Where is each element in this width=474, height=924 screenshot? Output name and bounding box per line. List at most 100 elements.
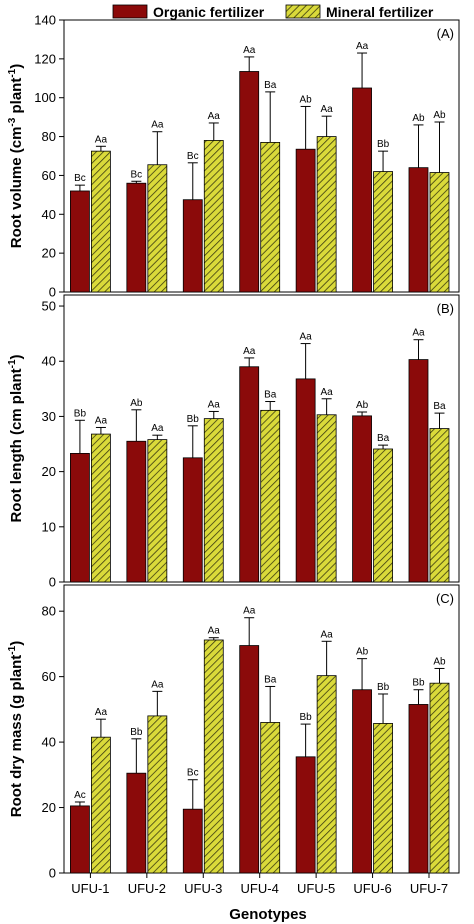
bar-mineral xyxy=(429,428,450,583)
x-tick-label: UFU-3 xyxy=(184,881,222,896)
bar-letter-label: Ab xyxy=(300,94,313,105)
bar-organic xyxy=(352,415,372,583)
y-tick-label: 0 xyxy=(49,575,56,590)
bar-letter-label: Bc xyxy=(74,173,86,184)
panel-a: 0 20 40 60 80 100 120 140 Bc Aa Bc Aa Bc Aa Aa Ba Ab Aa Aa… xyxy=(7,13,460,300)
bar-mineral xyxy=(316,414,337,583)
bar-mineral xyxy=(429,172,450,293)
y-tick-label: 10 xyxy=(42,519,56,534)
bar-organic xyxy=(239,366,260,583)
x-tick-label: UFU-2 xyxy=(128,881,166,896)
y-tick-label: 20 xyxy=(42,464,56,479)
legend-label-organic: Organic fertilizer xyxy=(153,4,265,20)
panel-tag: (C) xyxy=(436,591,454,606)
bar-mineral xyxy=(91,736,111,874)
y-tick-label: 140 xyxy=(34,13,56,28)
bar-mineral xyxy=(260,141,281,293)
bar-mineral xyxy=(429,682,450,874)
y-axis-label-part: Root volume (cm xyxy=(8,127,25,249)
bar-letter-label: Ab xyxy=(433,110,446,121)
bar-mineral xyxy=(260,722,281,874)
bar-mineral xyxy=(147,439,168,583)
bar-letter-label: Aa xyxy=(208,111,221,122)
bar-organic xyxy=(295,378,316,583)
bar-organic xyxy=(408,167,429,293)
bar-organic xyxy=(295,148,316,293)
bar-mineral xyxy=(203,140,224,293)
legend-swatch-mineral xyxy=(285,4,321,19)
y-tick-label: 20 xyxy=(42,800,56,815)
bar-organic xyxy=(408,359,429,583)
x-tick-label: UFU-4 xyxy=(241,881,279,896)
bar-letter-label: Bb xyxy=(377,139,390,150)
y-tick-label: 20 xyxy=(42,246,56,261)
bar-letter-label: Aa xyxy=(321,629,334,640)
panel-tag: (A) xyxy=(437,26,454,41)
y-axis-label-part: ) xyxy=(8,354,25,359)
bar-letter-label: Aa xyxy=(208,399,221,410)
y-tick-label: 0 xyxy=(49,285,56,300)
y-axis-label: Root volume (cm-3 plant-1) xyxy=(7,64,25,249)
bar-letter-label: Ab xyxy=(130,398,143,409)
bar-letter-label: Aa xyxy=(151,423,164,434)
y-tick-label: 40 xyxy=(42,354,56,369)
bar-letter-label: Ab xyxy=(356,400,369,411)
bar-organic xyxy=(408,704,429,874)
bar-mineral xyxy=(260,409,281,583)
bar-organic xyxy=(126,440,147,583)
bar-letter-label: Bb xyxy=(74,408,87,419)
y-axis-label-superscript: -1 xyxy=(7,68,18,77)
bar-organic xyxy=(70,453,90,583)
bar-letter-label: Aa xyxy=(151,120,164,131)
bar-letter-label: Ba xyxy=(264,80,277,91)
bar-mineral xyxy=(316,136,337,293)
bar-mineral xyxy=(203,639,224,874)
bar-letter-label: Ba xyxy=(264,390,277,401)
bar-organic xyxy=(239,71,260,293)
bar-letter-label: Aa xyxy=(151,679,164,690)
x-axis-label: Genotypes xyxy=(229,906,307,923)
y-axis-label-part: ) xyxy=(8,641,25,646)
bar-letter-label: Bb xyxy=(187,414,200,425)
bar-mineral xyxy=(147,164,168,293)
bar-letter-label: Aa xyxy=(356,41,369,52)
bar-letter-label: Aa xyxy=(300,332,313,343)
bar-letter-label: Ab xyxy=(412,113,425,124)
bar-mineral xyxy=(147,715,168,874)
bar-mineral xyxy=(373,448,393,583)
bar-letter-label: Aa xyxy=(321,387,334,398)
y-tick-label: 40 xyxy=(42,207,56,222)
y-tick-label: 100 xyxy=(34,90,56,105)
y-tick-label: 50 xyxy=(42,299,56,314)
x-tick-label: UFU-1 xyxy=(71,881,109,896)
y-axis-label-part: Root dry mass (g plant xyxy=(8,655,25,818)
x-tick-label: UFU-6 xyxy=(353,881,391,896)
y-tick-label: 120 xyxy=(34,51,56,66)
bar-letter-label: Bb xyxy=(412,678,425,689)
legend-label-mineral: Mineral fertilizer xyxy=(326,4,434,20)
bar-letter-label: Aa xyxy=(243,45,256,56)
panel-c: 0 20 40 60 80 Ac Aa UFU-1 Bb Aa UFU-2 Bc Aa UFU-3 Aa Ba… xyxy=(7,584,460,896)
y-axis-label: Root length (cm plant-1) xyxy=(7,354,25,522)
bar-organic xyxy=(126,772,147,874)
x-tick-label: UFU-7 xyxy=(410,881,448,896)
chart-panels: 020406080100120140BcAaBcAaBcAaAaBaAbAaAa… xyxy=(7,13,460,896)
bar-letter-label: Ac xyxy=(74,790,86,801)
bar-letter-label: Ab xyxy=(356,647,369,658)
y-axis-label-superscript: -1 xyxy=(7,359,18,368)
bar-letter-label: Aa xyxy=(95,134,108,145)
y-axis-label-part: ) xyxy=(8,64,25,69)
y-axis-label-superscript: -3 xyxy=(7,117,18,126)
bar-organic xyxy=(239,645,260,874)
y-tick-label: 30 xyxy=(42,409,56,424)
bar-organic xyxy=(126,182,147,293)
bar-mineral xyxy=(373,171,393,293)
bar-organic xyxy=(352,87,372,293)
bar-organic xyxy=(182,199,203,293)
bar-letter-label: Aa xyxy=(243,346,256,357)
panel-b: 0 10 20 30 40 50 Bb Aa Ab Aa Bb Aa Aa Ba Aa Aa Ab Ba Aa Ba (… xyxy=(7,294,460,590)
bar-letter-label: Bc xyxy=(187,151,199,162)
y-tick-label: 80 xyxy=(42,604,56,619)
y-tick-label: 80 xyxy=(42,129,56,144)
